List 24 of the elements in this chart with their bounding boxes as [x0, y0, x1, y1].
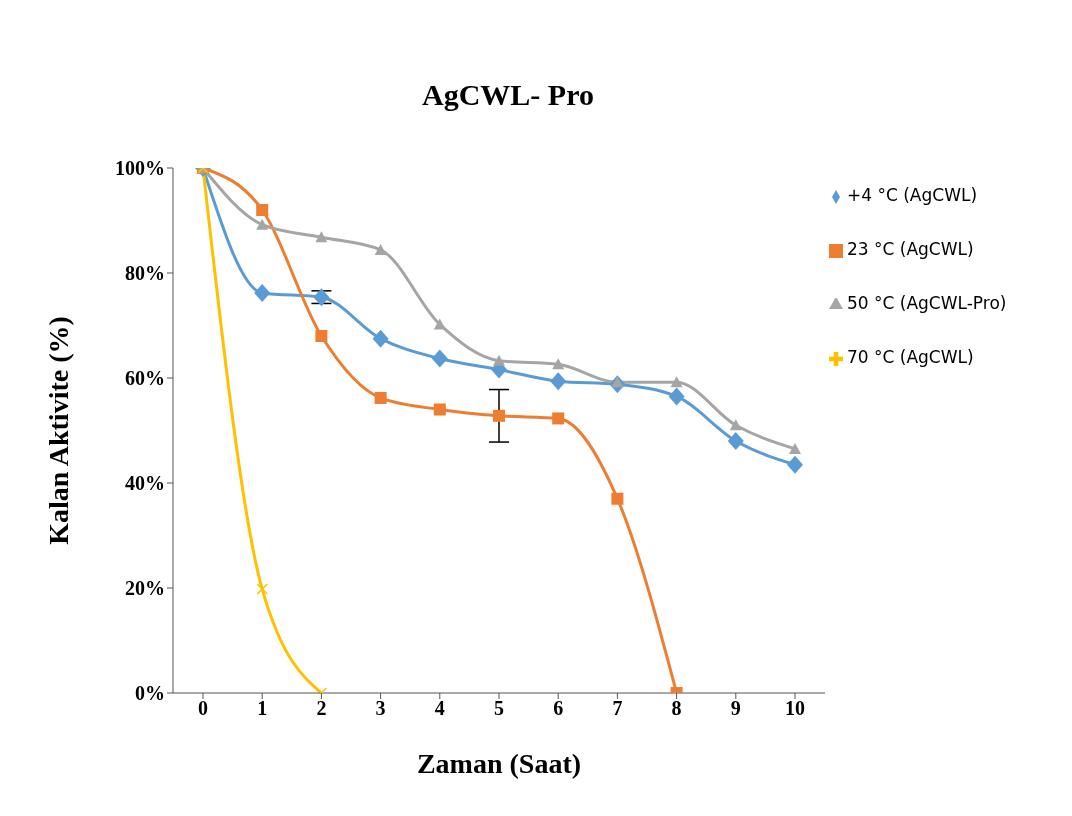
x-tick-label: 4 — [434, 697, 445, 720]
legend-label: 70 °C (AgCWL) — [847, 347, 974, 367]
y-tick-label: 20% — [125, 577, 165, 600]
x-tick-label: 9 — [730, 697, 741, 720]
x-tick-label: 8 — [671, 697, 682, 720]
x-tick-label: 2 — [316, 697, 327, 720]
y-tick-label: 0% — [135, 682, 165, 705]
legend-label: +4 °C (AgCWL) — [847, 185, 978, 205]
x-tick-label: 7 — [612, 697, 623, 720]
x-tick-label: 0 — [198, 697, 208, 720]
x-tick-label: 6 — [553, 697, 564, 720]
x-tick-label: 3 — [375, 697, 386, 720]
y-tick-label: 80% — [125, 262, 165, 285]
y-tick-label: 40% — [125, 472, 165, 495]
legend-label: 23 °C (AgCWL) — [847, 239, 974, 259]
x-axis-title: Zaman (Saat) — [416, 748, 582, 779]
y-tick-label: 60% — [125, 367, 165, 390]
y-axis-title: Kalan Aktivite (%) — [42, 316, 74, 545]
x-tick-label: 1 — [257, 697, 268, 720]
x-tick-label: 10 — [785, 697, 805, 720]
legend-label: 50 °C (AgCWL-Pro) — [847, 293, 1007, 313]
x-tick-label: 5 — [494, 697, 504, 720]
y-tick-label: 100% — [115, 157, 165, 180]
chart-title: AgCWL- Pro — [421, 78, 595, 112]
